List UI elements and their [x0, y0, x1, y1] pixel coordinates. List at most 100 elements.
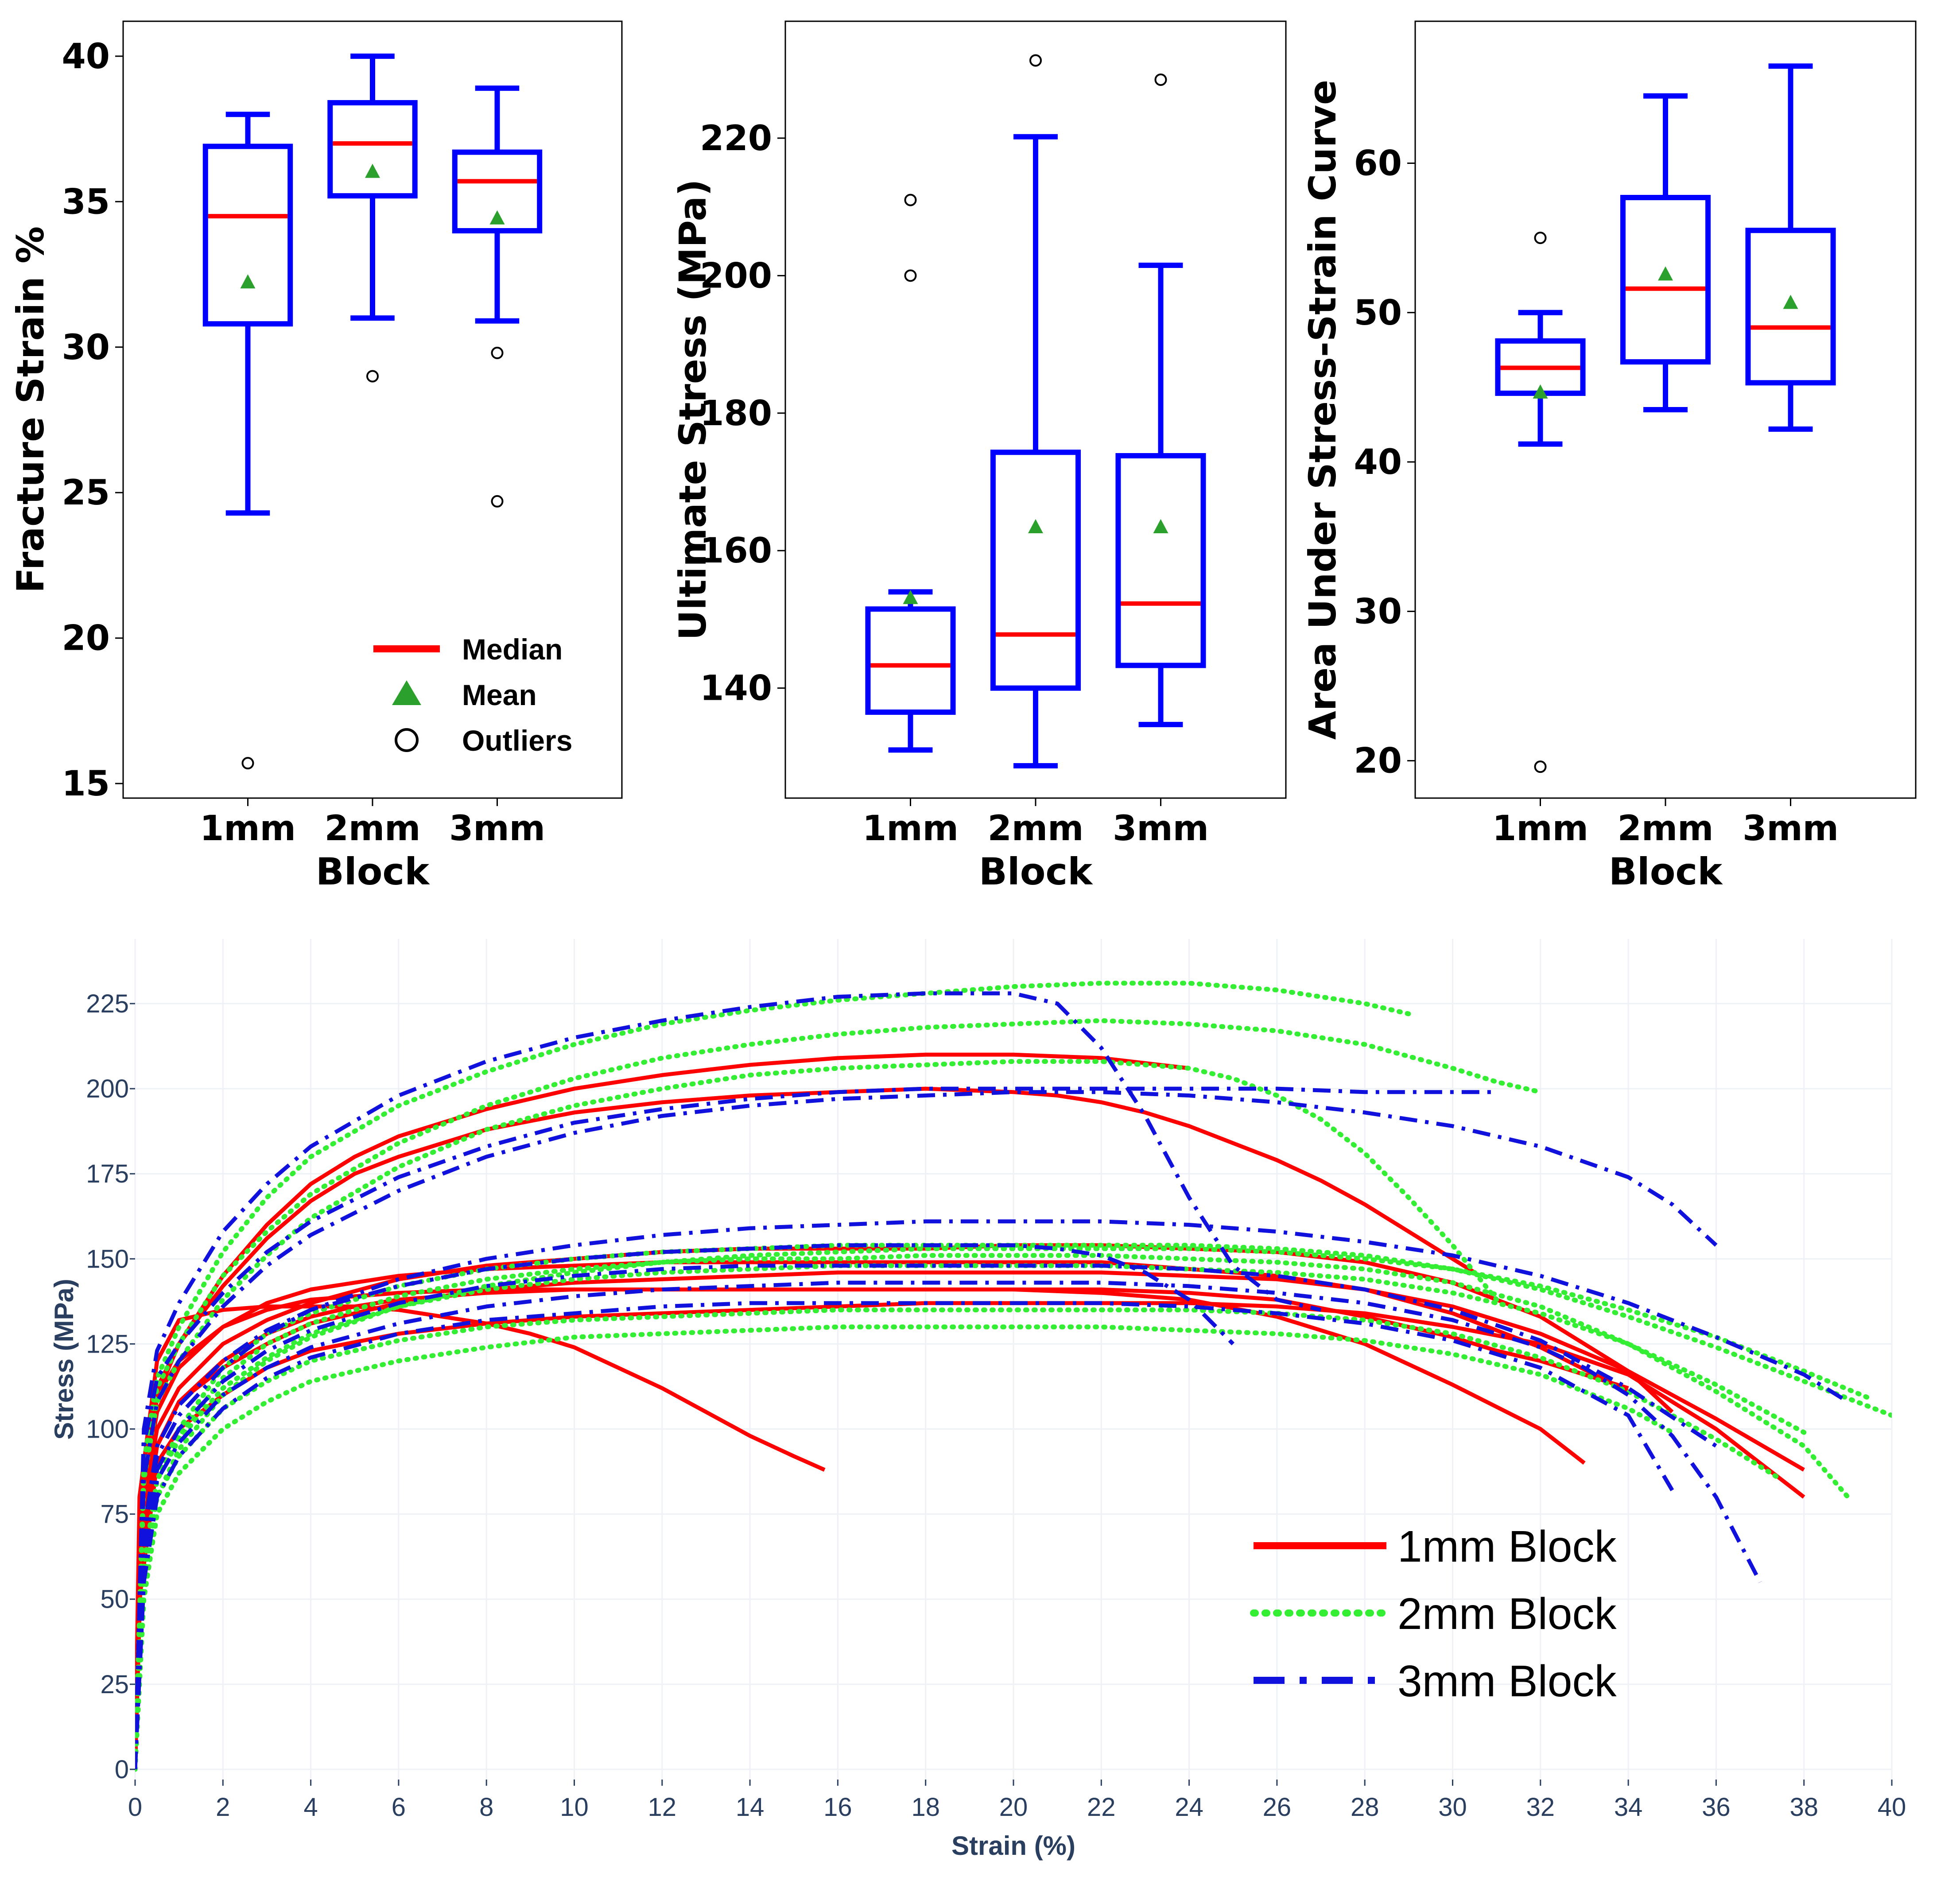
x-tick-label: 1mm [862, 809, 959, 849]
legend-label: Mean [462, 679, 537, 711]
series-line-3mm-18 [135, 1219, 1849, 1770]
y-tick-label: 100 [86, 1415, 129, 1444]
x-tick-label: 2mm [988, 809, 1084, 849]
series-line-2mm-16 [135, 1018, 1543, 1772]
y-tick-label: 140 [700, 669, 772, 709]
y-tick-label: 15 [62, 764, 110, 804]
legend-label: 1mm Block [1397, 1522, 1617, 1571]
outlier-marker [904, 269, 917, 282]
box-3mm [1115, 73, 1206, 727]
series-group [135, 981, 1892, 1772]
y-tick-label: 180 [700, 394, 772, 434]
x-tick-label: 3mm [449, 809, 545, 849]
y-tick-label: 25 [62, 473, 110, 513]
y-axis-label: Ultimate Stress (MPa) [671, 179, 714, 640]
x-tick-label: 2mm [1618, 809, 1714, 849]
outlier-marker [491, 495, 504, 508]
series-line-3mm-20 [135, 1301, 1674, 1770]
series-line-3mm-21 [135, 1264, 1717, 1770]
y-tick-label: 75 [100, 1500, 129, 1529]
x-tick-label: 18 [911, 1793, 940, 1822]
y-tick-label: 125 [86, 1330, 129, 1358]
box-2mm [327, 53, 418, 383]
y-tick-label: 200 [700, 256, 772, 296]
x-axis-label: Block [979, 850, 1093, 893]
legend-mean-swatch [392, 680, 421, 705]
x-tick-label: 38 [1789, 1793, 1818, 1822]
y-axis-label: Fracture Strain % [9, 226, 52, 593]
series-line-1mm-5 [135, 1287, 1629, 1769]
y-tick-label: 35 [62, 182, 110, 222]
y-axis-label: Area Under Stress-Strain Curve [1301, 80, 1344, 740]
y-tick-label: 40 [1354, 442, 1402, 482]
mean-marker [1533, 384, 1548, 399]
box-2mm [990, 54, 1081, 769]
legend-label: 3mm Block [1397, 1656, 1617, 1706]
box-3mm [1745, 63, 1836, 432]
x-tick-label: 20 [999, 1793, 1028, 1822]
y-tick-label: 30 [62, 328, 110, 368]
box-chart-fracture-strain: 15 20 25 30 35 40 1mm 2mm 3mm Block Fracture Strai… [9, 20, 623, 893]
x-tick-label: 2mm [325, 809, 421, 849]
series-line-2mm-10 [135, 1253, 1851, 1772]
x-tick-label: 1mm [200, 809, 296, 849]
y-tick-label: 60 [1354, 143, 1402, 183]
series-line-3mm-22 [135, 1243, 1234, 1770]
x-tick-label: 34 [1614, 1793, 1643, 1822]
legend-label: Outliers [462, 724, 572, 757]
mean-marker [1153, 519, 1168, 533]
outlier-marker [1154, 73, 1167, 86]
iqr-box [327, 100, 418, 199]
outlier-marker [1029, 54, 1042, 67]
mean-marker [365, 163, 380, 178]
x-tick-label: 4 [303, 1793, 318, 1822]
box-1mm [1495, 232, 1586, 773]
x-tick-label: 36 [1702, 1793, 1731, 1822]
y-tick-label: 0 [115, 1755, 129, 1784]
x-axis-label: Block [316, 850, 430, 893]
y-tick-label: 220 [700, 119, 772, 159]
x-tick-label: 10 [560, 1793, 589, 1822]
x-tick-label: 24 [1175, 1793, 1203, 1822]
y-tick-label: 50 [1354, 293, 1402, 333]
y-tick-label: 40 [62, 37, 110, 77]
outlier-marker [1534, 760, 1547, 773]
y-tick-label: 50 [100, 1585, 129, 1614]
iqr-box [202, 143, 293, 327]
y-tick-label: 20 [62, 619, 110, 659]
box-chart-ultimate-stress: 140 160 180 200 220 1mm 2mm 3mm Block Ultimate St… [671, 20, 1287, 893]
mean-marker [1658, 266, 1673, 281]
outlier-marker [904, 194, 917, 206]
series-line-2mm-17 [135, 1059, 1499, 1772]
series-line-3mm-25 [135, 1090, 1718, 1770]
series-line-3mm-24 [135, 1086, 1497, 1770]
series-line-3mm-23 [135, 991, 1322, 1770]
y-tick-label: 160 [700, 531, 772, 571]
series-line-2mm-12 [135, 1324, 1675, 1772]
gridlines [134, 939, 1893, 1780]
box-2mm [1620, 93, 1711, 412]
y-tick-label: 150 [86, 1245, 129, 1273]
legend-label: 2mm Block [1397, 1589, 1617, 1639]
mean-marker [240, 274, 256, 289]
iqr-box [452, 149, 543, 233]
x-axis-label: Block [1609, 850, 1723, 893]
outlier-marker [366, 370, 379, 383]
iqr-box [1745, 228, 1836, 386]
line-legend: 1mm Block 2mm Block 3mm Block [1250, 1522, 1617, 1706]
x-tick-label: 22 [1087, 1793, 1116, 1822]
series-line-2mm-13 [135, 1263, 1807, 1772]
x-tick-label: 3mm [1743, 809, 1839, 849]
y-axis-label: Stress (MPa) [49, 1279, 79, 1439]
x-tick-label: 16 [823, 1793, 852, 1822]
box-3mm [452, 85, 543, 508]
x-tick-label: 3mm [1113, 809, 1209, 849]
x-tick-label: 28 [1351, 1793, 1379, 1822]
y-tick-label: 225 [86, 989, 129, 1018]
outlier-marker [241, 757, 254, 770]
y-tick-label: 175 [86, 1159, 129, 1188]
x-tick-label: 6 [392, 1793, 406, 1822]
box-1mm [202, 112, 293, 770]
y-tick-label: 20 [1354, 741, 1402, 781]
